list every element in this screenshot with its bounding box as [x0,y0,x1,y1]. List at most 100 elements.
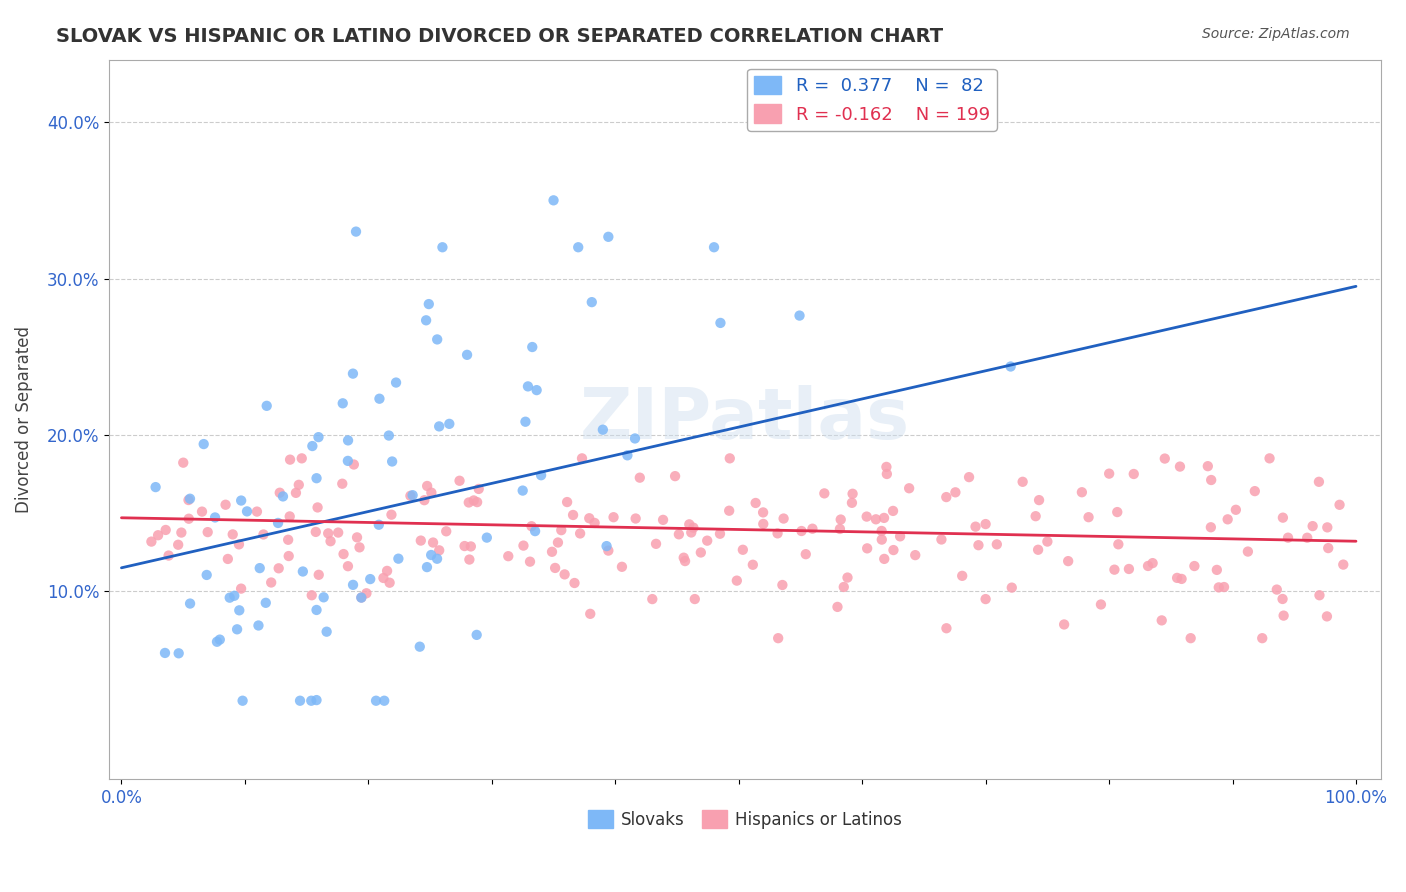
Hispanics or Latinos [1180,631,1202,645]
Hispanics or Latinos [828,522,851,536]
Hispanics or Latinos [744,496,766,510]
Hispanics or Latinos [967,538,990,552]
Hispanics or Latinos [1208,581,1230,595]
Hispanics or Latinos [467,482,489,496]
Slovaks [224,589,246,603]
Hispanics or Latinos [336,559,359,574]
Hispanics or Latinos [267,561,290,575]
Slovaks [475,531,498,545]
Hispanics or Latinos [1316,609,1339,624]
Slovaks [595,539,617,553]
Hispanics or Latinos [1182,559,1205,574]
Hispanics or Latinos [965,519,987,533]
Hispanics or Latinos [855,509,877,524]
Hispanics or Latinos [246,505,269,519]
Hispanics or Latinos [463,493,485,508]
Hispanics or Latinos [1118,562,1140,576]
Slovaks [427,419,450,434]
Hispanics or Latinos [1331,558,1354,572]
Slovaks [378,428,401,442]
Slovaks [530,468,553,483]
Hispanics or Latinos [1237,544,1260,558]
Hispanics or Latinos [870,524,893,538]
Hispanics or Latinos [741,558,763,572]
Hispanics or Latinos [375,564,398,578]
Hispanics or Latinos [1329,498,1351,512]
Slovaks [368,392,391,406]
Slovaks [344,225,367,239]
Hispanics or Latinos [167,538,190,552]
Hispanics or Latinos [945,485,967,500]
Hispanics or Latinos [457,495,479,509]
Hispanics or Latinos [291,451,314,466]
Y-axis label: Divorced or Separated: Divorced or Separated [15,326,32,513]
Hispanics or Latinos [571,451,593,466]
Slovaks [195,568,218,582]
Hispanics or Latinos [645,537,668,551]
Hispanics or Latinos [598,543,620,558]
Hispanics or Latinos [696,533,718,548]
Slovaks [703,240,725,254]
Hispanics or Latinos [689,545,711,559]
Hispanics or Latinos [801,522,824,536]
Hispanics or Latinos [155,523,177,537]
Hispanics or Latinos [222,527,245,541]
Hispanics or Latinos [332,547,354,561]
Slovaks [299,694,322,708]
Hispanics or Latinos [682,521,704,535]
Slovaks [515,415,537,429]
Hispanics or Latinos [602,510,624,524]
Hispanics or Latinos [214,498,236,512]
Hispanics or Latinos [579,607,602,621]
Hispanics or Latinos [935,490,957,504]
Hispanics or Latinos [1122,467,1144,481]
Slovaks [709,316,731,330]
Hispanics or Latinos [725,574,748,588]
Slovaks [236,504,259,518]
Hispanics or Latinos [1170,572,1192,586]
Slovaks [522,340,544,354]
Slovaks [308,430,330,444]
Hispanics or Latinos [1296,531,1319,545]
Slovaks [205,634,228,648]
Hispanics or Latinos [1277,531,1299,545]
Slovaks [385,376,408,390]
Hispanics or Latinos [1308,588,1330,602]
Hispanics or Latinos [1199,520,1222,534]
Slovaks [228,603,250,617]
Hispanics or Latinos [564,576,586,591]
Hispanics or Latinos [709,526,731,541]
Hispanics or Latinos [555,495,578,509]
Hispanics or Latinos [373,571,395,585]
Slovaks [409,640,432,654]
Hispanics or Latinos [986,537,1008,551]
Hispanics or Latinos [1272,608,1295,623]
Hispanics or Latinos [832,580,855,594]
Hispanics or Latinos [301,588,323,602]
Slovaks [337,434,360,448]
Hispanics or Latinos [229,582,252,596]
Slovaks [359,572,381,586]
Hispanics or Latinos [399,489,422,503]
Slovaks [204,510,226,524]
Hispanics or Latinos [678,517,700,532]
Text: SLOVAK VS HISPANIC OR LATINO DIVORCED OR SEPARATED CORRELATION CHART: SLOVAK VS HISPANIC OR LATINO DIVORCED OR… [56,27,943,45]
Hispanics or Latinos [770,578,793,592]
Slovaks [167,646,190,660]
Slovaks [271,490,294,504]
Hispanics or Latinos [170,525,193,540]
Hispanics or Latinos [668,527,690,541]
Hispanics or Latinos [1070,485,1092,500]
Hispanics or Latinos [957,470,980,484]
Slovaks [364,694,387,708]
Hispanics or Latinos [752,505,775,519]
Hispanics or Latinos [1213,580,1236,594]
Hispanics or Latinos [1225,503,1247,517]
Hispanics or Latinos [865,512,887,526]
Slovaks [231,493,253,508]
Hispanics or Latinos [157,549,180,563]
Hispanics or Latinos [841,496,863,510]
Hispanics or Latinos [228,537,250,551]
Hispanics or Latinos [1107,537,1129,551]
Hispanics or Latinos [827,599,849,614]
